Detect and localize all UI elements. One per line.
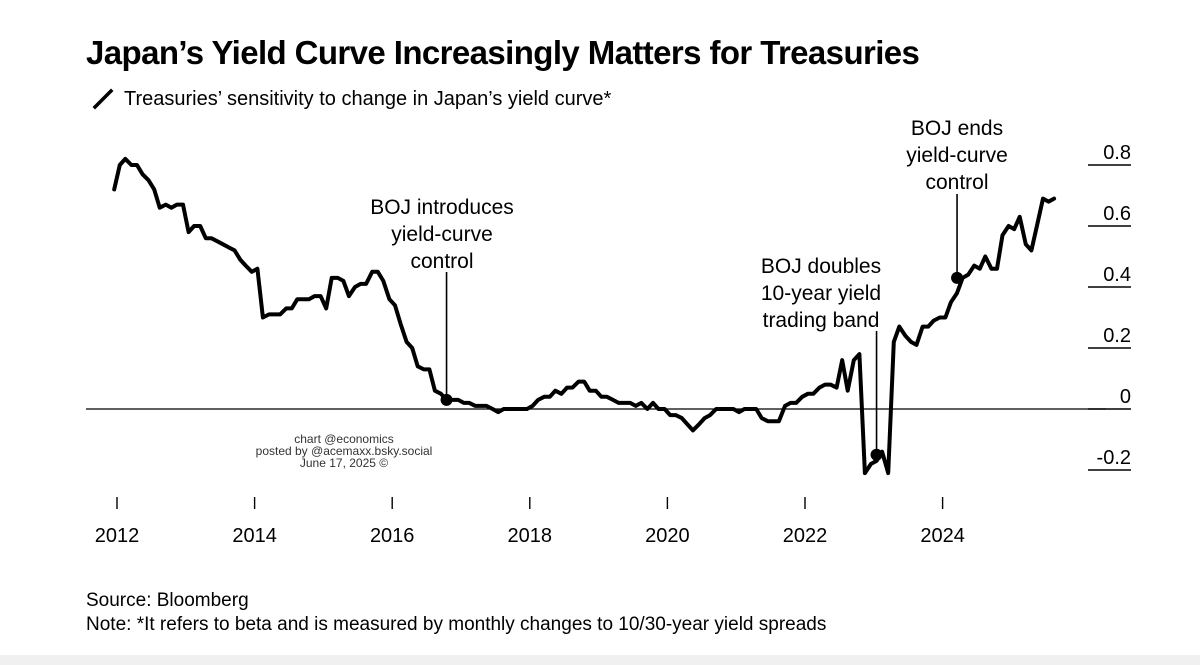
chart-title: Japan’s Yield Curve Increasingly Matters… (86, 34, 920, 71)
annotation-marker (951, 271, 964, 284)
series-legend-label: Treasuries’ sensitivity to change in Jap… (124, 87, 612, 110)
source-text: Source: Bloomberg (86, 590, 249, 611)
chart-subtitle: Treasuries’ sensitivity to change in Jap… (92, 87, 611, 111)
annotation-label-line: trading band (763, 309, 880, 332)
y-tick-label: -0.2 (1097, 447, 1131, 469)
annotation-marker (440, 393, 453, 406)
credit-text: chart @economics (294, 432, 394, 446)
x-tick-label: 2012 (95, 525, 140, 547)
annotation-label-line: yield-curve (906, 144, 1008, 167)
annotation-marker (870, 448, 883, 461)
annotation-label-line: control (925, 171, 988, 194)
y-tick-label: 0.4 (1103, 264, 1131, 286)
x-tick-label: 2016 (370, 525, 415, 547)
y-tick-label: 0.6 (1103, 203, 1131, 225)
y-tick-label: 0.8 (1103, 142, 1131, 164)
annotation-label-line: 10-year yield (761, 282, 881, 305)
annotation-label-line: BOJ doubles (761, 255, 881, 278)
x-tick-label: 2014 (232, 525, 277, 547)
series-legend-icon (92, 88, 114, 110)
x-tick-label: 2018 (508, 525, 553, 547)
x-tick-label: 2024 (920, 525, 965, 547)
y-tick-label: 0 (1120, 386, 1131, 408)
bottom-strip (0, 655, 1200, 665)
annotation-label-line: BOJ ends (911, 117, 1003, 140)
x-tick-label: 2020 (645, 525, 690, 547)
credit-text: posted by @acemaxx.bsky.social (256, 444, 433, 458)
annotation-label-line: control (410, 250, 473, 273)
annotation-label-line: yield-curve (391, 223, 493, 246)
credit-text: June 17, 2025 © (300, 456, 388, 470)
note-text: Note: *It refers to beta and is measured… (86, 614, 827, 635)
y-tick-label: 0.2 (1103, 325, 1131, 347)
series-line (112, 156, 1057, 476)
annotation-label-line: BOJ introduces (370, 196, 514, 219)
x-tick-label: 2022 (783, 525, 828, 547)
